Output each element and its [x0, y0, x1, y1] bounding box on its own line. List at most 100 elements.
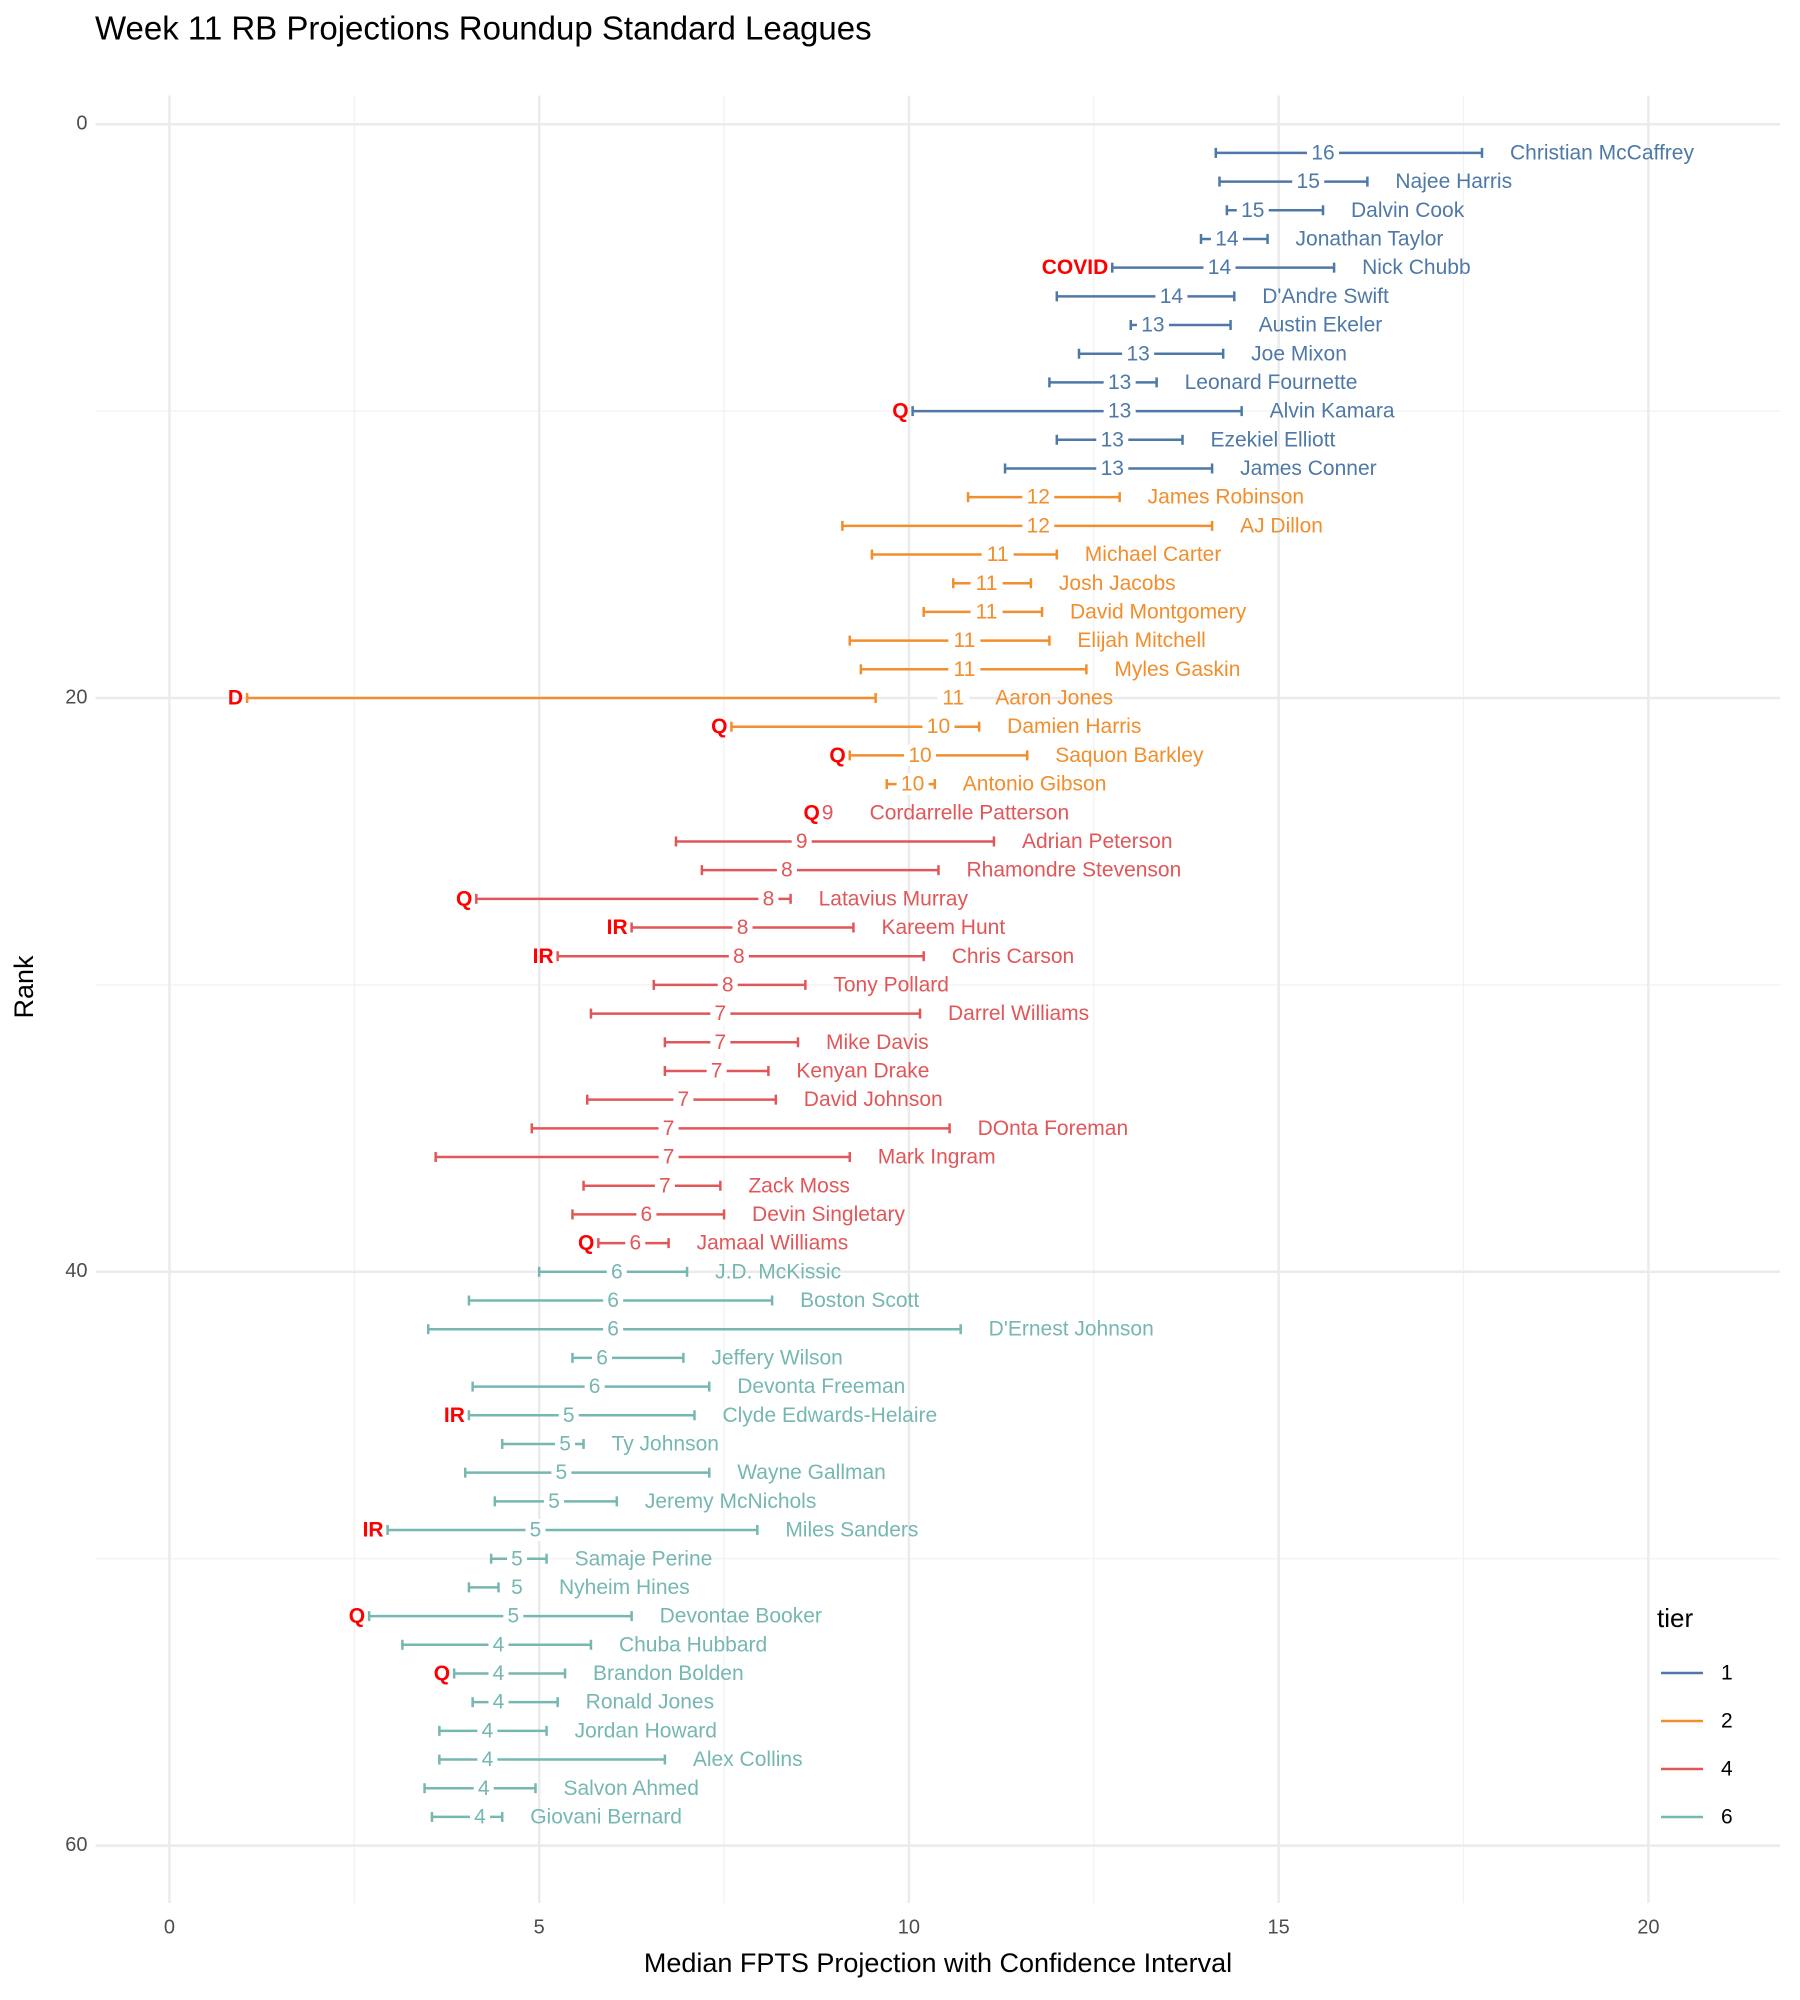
- median-label: 11: [953, 629, 975, 652]
- median-label: 4: [482, 1719, 494, 1742]
- median-label-bg: [673, 1088, 694, 1111]
- median-label: 13: [1101, 457, 1124, 480]
- median-label: 6: [596, 1346, 608, 1369]
- error-bar: [427, 1324, 962, 1335]
- median-label: 14: [1160, 285, 1184, 308]
- median-label: 5: [507, 1605, 519, 1628]
- median-label-bg: [1103, 400, 1136, 423]
- median-label-bg: [488, 1633, 509, 1656]
- median-label: 6: [629, 1232, 641, 1255]
- player-name: Samaje Perine: [575, 1547, 713, 1570]
- status-label: IR: [533, 945, 554, 968]
- player-name: Najee Harris: [1395, 170, 1512, 193]
- player-name: Zack Moss: [748, 1174, 850, 1197]
- median-label: 6: [611, 1260, 623, 1283]
- error-bar: [386, 1525, 759, 1536]
- x-tick-label: 0: [164, 1916, 175, 1938]
- median-label: 10: [901, 773, 924, 796]
- player-name: Devonta Freeman: [737, 1375, 905, 1398]
- median-label: 8: [722, 973, 734, 996]
- median-label: 15: [1297, 170, 1320, 193]
- player-name: Latavius Murray: [819, 887, 969, 910]
- median-label-bg: [506, 1547, 527, 1570]
- player-name: Jeremy McNichols: [645, 1490, 817, 1513]
- player-name: Damien Harris: [1007, 715, 1141, 738]
- error-bar: [589, 1008, 922, 1019]
- error-bar: [1055, 291, 1236, 302]
- median-label-bg: [710, 1031, 731, 1054]
- median-label: 6: [589, 1375, 601, 1398]
- player-name: Nyheim Hines: [559, 1576, 690, 1599]
- median-label-bg: [922, 715, 955, 738]
- median-label-bg: [477, 1719, 498, 1742]
- player-name: Adrian Peterson: [1022, 830, 1173, 853]
- median-label: 6: [607, 1318, 619, 1341]
- median-label-bg: [776, 859, 797, 882]
- player-name: Christian McCaffrey: [1510, 141, 1694, 164]
- median-label: 7: [678, 1088, 690, 1111]
- median-label: 6: [641, 1203, 653, 1226]
- median-label: 5: [548, 1490, 560, 1513]
- legend-label: 1: [1721, 1662, 1733, 1685]
- median-label-bg: [728, 945, 749, 968]
- player-name: Josh Jacobs: [1059, 572, 1176, 595]
- x-tick-label: 20: [1637, 1916, 1659, 1938]
- median-label-bg: [636, 1203, 657, 1226]
- error-bar: [700, 865, 940, 876]
- player-name: Giovani Bernard: [530, 1805, 682, 1828]
- player-name: Jordan Howard: [575, 1719, 717, 1742]
- player-name: Kenyan Drake: [796, 1060, 929, 1083]
- median-label-bg: [658, 1146, 679, 1169]
- median-label: 13: [1108, 400, 1131, 423]
- median-label: 8: [763, 887, 775, 910]
- error-bar: [571, 1352, 685, 1363]
- player-name: Antonio Gibson: [963, 773, 1107, 796]
- median-label: 14: [1215, 227, 1239, 250]
- median-label-bg: [654, 1174, 675, 1197]
- median-label-bg: [1307, 141, 1340, 164]
- median-label: 7: [711, 1060, 723, 1083]
- median-label: 11: [953, 658, 975, 681]
- median-label-bg: [1136, 314, 1169, 337]
- player-name: Chris Carson: [952, 945, 1075, 968]
- median-label-bg: [937, 687, 970, 709]
- player-name: Leonard Fournette: [1185, 371, 1358, 394]
- median-label-bg: [592, 1346, 613, 1369]
- x-tick-label: 10: [898, 1916, 920, 1938]
- player-name: Myles Gaskin: [1114, 658, 1240, 681]
- median-label: 5: [511, 1547, 523, 1570]
- legend-label: 6: [1721, 1806, 1733, 1829]
- median-label-bg: [477, 1748, 498, 1771]
- player-name: Joe Mixon: [1251, 342, 1347, 365]
- median-label-bg: [1022, 514, 1055, 537]
- chart-title: Week 11 RB Projections Roundup Standard …: [95, 10, 872, 47]
- error-bar: [674, 836, 996, 847]
- median-label-bg: [488, 1662, 509, 1685]
- player-name: Jamaal Williams: [697, 1232, 849, 1255]
- player-name: Dalvin Cook: [1351, 199, 1465, 222]
- error-bar: [367, 1611, 633, 1622]
- status-label: D: [228, 687, 243, 710]
- error-bar: [467, 1582, 500, 1593]
- median-label-bg: [948, 629, 981, 652]
- player-name: Tony Pollard: [833, 973, 949, 996]
- median-label-bg: [584, 1375, 605, 1398]
- median-label-bg: [970, 600, 1003, 623]
- median-label-bg: [603, 1289, 624, 1312]
- median-label: 12: [1027, 486, 1050, 509]
- status-label: IR: [607, 916, 628, 939]
- player-name: Austin Ekeler: [1259, 314, 1383, 337]
- median-label-bg: [1292, 170, 1325, 193]
- median-label-bg: [1203, 256, 1236, 279]
- median-label-bg: [525, 1519, 546, 1542]
- median-label-bg: [791, 830, 812, 853]
- status-label: Q: [892, 400, 908, 423]
- y-tick-label: 40: [65, 1260, 87, 1282]
- median-label: 9: [822, 801, 834, 824]
- player-name: Alvin Kamara: [1270, 400, 1395, 423]
- error-bar: [471, 1697, 559, 1708]
- median-label-bg: [904, 744, 937, 767]
- median-label-bg: [758, 887, 779, 910]
- y-tick-label: 0: [76, 112, 87, 134]
- error-bar: [1048, 377, 1158, 388]
